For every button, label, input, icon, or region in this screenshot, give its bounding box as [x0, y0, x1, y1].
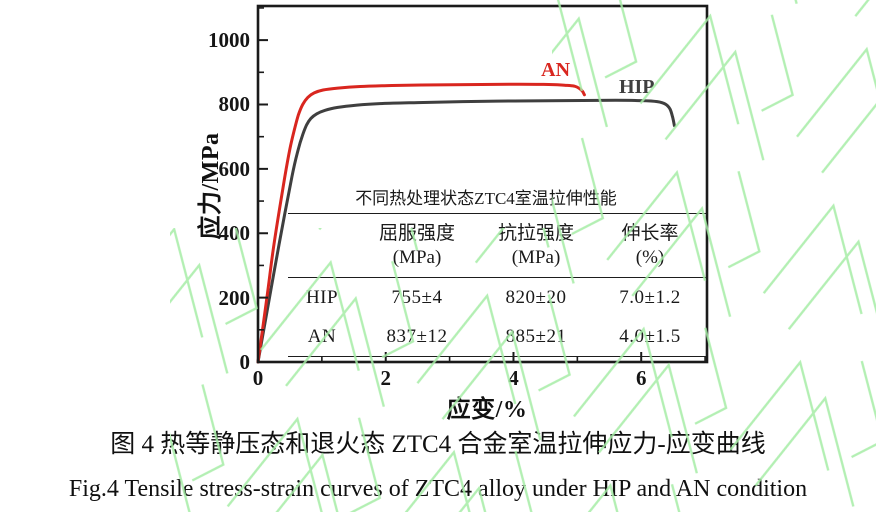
table-header-uts: 抗拉强度 (MPa) [478, 214, 594, 278]
y-tick-label: 600 [218, 156, 251, 181]
header-uts-name: 抗拉强度 [497, 222, 574, 244]
row-hip-yield: 755±4 [391, 286, 443, 308]
header-yield-name: 屈服强度 [378, 222, 455, 244]
y-tick-label: 1000 [208, 28, 250, 53]
properties-table: 不同热处理状态ZTC4室温拉伸性能 屈服强度 (MPa) 抗拉强度 (MPa) … [288, 186, 706, 357]
hip-curve-label: HIP [618, 75, 655, 98]
header-elongation-name: 伸长率 [621, 222, 679, 244]
header-uts-unit: (MPa) [511, 246, 561, 268]
row-an-label: AN [307, 325, 337, 347]
x-tick-label: 0 [252, 366, 264, 390]
row-an-yield: 837±12 [386, 325, 448, 347]
caption-english: Fig.4 Tensile stress-strain curves of ZT… [68, 476, 808, 502]
x-tick-label: 6 [635, 366, 647, 390]
y-axis-title: 应力/MPa [198, 132, 224, 240]
an-curve-label: AN [541, 59, 571, 82]
x-tick-label: 2 [380, 366, 391, 390]
caption-chinese: 图 4 热等静压态和退火态 ZTC4 合金室温拉伸应力-应变曲线 [110, 431, 766, 458]
row-hip-uts: 820±20 [505, 286, 567, 308]
row-an-elong: 4.0±1.5 [619, 325, 681, 347]
table-grid: 屈服强度 (MPa) 抗拉强度 (MPa) 伸长率 (%) HIP 755±4 … [288, 213, 706, 357]
table-title: 不同热处理状态ZTC4室温拉伸性能 [355, 189, 617, 208]
x-axis-title: 应变/% [446, 397, 528, 423]
row-an-uts: 885±21 [505, 325, 567, 347]
header-yield-unit: (MPa) [392, 246, 442, 268]
table-header-yield: 屈服强度 (MPa) [356, 214, 478, 278]
x-tick-label: 4 [508, 366, 519, 390]
y-tick-label: 800 [218, 92, 251, 117]
header-elongation-unit: (%) [635, 246, 665, 268]
table-corner-cell [288, 214, 356, 278]
row-hip-elong: 7.0±1.2 [619, 286, 681, 308]
table-header-elongation: 伸长率 (%) [594, 214, 706, 278]
row-hip-label: HIP [305, 286, 339, 308]
